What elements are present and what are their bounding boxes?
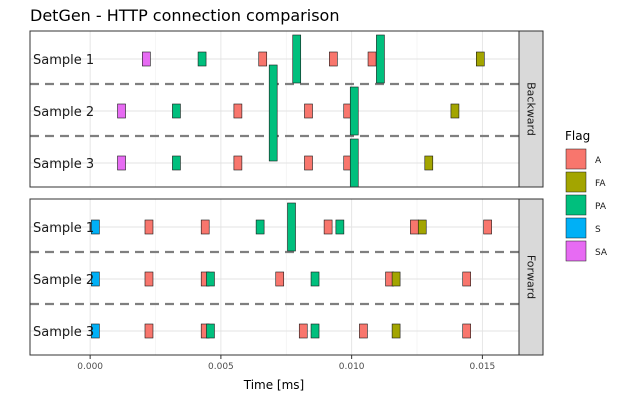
packet-pa bbox=[287, 202, 296, 252]
packet-fa bbox=[424, 155, 434, 171]
packet-a bbox=[233, 103, 243, 119]
packet-a bbox=[329, 51, 338, 67]
packet-pa bbox=[376, 34, 385, 84]
legend-key-s bbox=[565, 217, 587, 239]
packet-pa bbox=[310, 323, 320, 339]
packet-pa bbox=[310, 271, 320, 287]
packet-a bbox=[144, 219, 154, 235]
legend-title: Flag bbox=[565, 129, 590, 143]
row-label: Sample 3 bbox=[33, 325, 94, 340]
packet-fa bbox=[391, 323, 401, 339]
packet-fa bbox=[391, 271, 401, 287]
facet-panel-backward: Sample 1 Sample 2 Sample 3 Backward bbox=[29, 30, 544, 188]
facet-panel-forward: Sample 1 Sample 2 Sample 3 Forward bbox=[29, 198, 544, 356]
legend-label: S bbox=[595, 225, 601, 235]
x-tick-label: 0.005 bbox=[208, 362, 234, 372]
packet-sa bbox=[117, 103, 126, 119]
packet-pa bbox=[255, 219, 265, 235]
packet-sa bbox=[142, 51, 151, 67]
packet-a bbox=[304, 155, 313, 171]
packet-s bbox=[91, 271, 100, 287]
panel-background bbox=[30, 199, 519, 355]
packet-a bbox=[233, 155, 243, 171]
legend-key-fa bbox=[565, 171, 587, 193]
x-tick-label: 0.000 bbox=[77, 362, 103, 372]
packet-fa bbox=[417, 219, 427, 235]
packet-pa bbox=[292, 34, 302, 84]
packet-a bbox=[200, 219, 210, 235]
legend-label: A bbox=[595, 156, 602, 166]
legend-key-pa bbox=[565, 194, 587, 216]
packet-a bbox=[323, 219, 333, 235]
packet-pa bbox=[349, 138, 359, 188]
legend-label: FA bbox=[595, 179, 606, 189]
legend-key-sa bbox=[565, 240, 587, 262]
packet-a bbox=[483, 219, 492, 235]
packet-a bbox=[462, 271, 472, 287]
packet-fa bbox=[450, 103, 460, 119]
packet-s bbox=[91, 219, 100, 235]
facet-strip bbox=[518, 198, 544, 356]
packet-pa bbox=[206, 271, 215, 287]
packet-pa bbox=[172, 155, 181, 171]
legend-key-a bbox=[565, 148, 587, 170]
packet-pa bbox=[335, 219, 345, 235]
packet-a bbox=[275, 271, 285, 287]
packet-pa bbox=[268, 64, 278, 162]
packet-fa bbox=[475, 51, 485, 67]
packet-a bbox=[298, 323, 308, 339]
packet-a bbox=[410, 219, 419, 235]
legend: Flag A FA PA S SA bbox=[565, 129, 608, 262]
facet-strip-label: Backward bbox=[525, 82, 538, 136]
x-tick-label: 0.010 bbox=[339, 362, 365, 372]
packet-pa bbox=[172, 103, 181, 119]
packet-pa bbox=[197, 51, 207, 67]
packet-pa bbox=[349, 86, 359, 136]
packet-s bbox=[91, 323, 100, 339]
row-label: Sample 2 bbox=[33, 105, 94, 120]
x-tick-label: 0.015 bbox=[470, 362, 496, 372]
facet-strip-label: Forward bbox=[525, 255, 538, 299]
chart-title: DetGen - HTTP connection comparison bbox=[30, 6, 339, 25]
row-label: Sample 2 bbox=[33, 273, 94, 288]
x-axis-title: Time [ms] bbox=[243, 378, 305, 392]
legend-label: PA bbox=[595, 202, 607, 212]
x-axis: 0.000 0.005 0.010 0.015 bbox=[77, 355, 495, 372]
packet-a bbox=[258, 51, 268, 67]
packet-sa bbox=[117, 155, 126, 171]
packet-pa bbox=[206, 323, 215, 339]
row-label: Sample 1 bbox=[33, 221, 94, 236]
packet-a bbox=[304, 103, 313, 119]
facet-strip bbox=[518, 30, 544, 188]
row-label: Sample 1 bbox=[33, 53, 94, 68]
legend-label: SA bbox=[595, 248, 608, 258]
packet-a bbox=[462, 323, 472, 339]
packet-a bbox=[359, 323, 368, 339]
packet-a bbox=[144, 323, 154, 339]
packet-a bbox=[144, 271, 154, 287]
row-label: Sample 3 bbox=[33, 157, 94, 172]
packet-a bbox=[367, 51, 377, 67]
